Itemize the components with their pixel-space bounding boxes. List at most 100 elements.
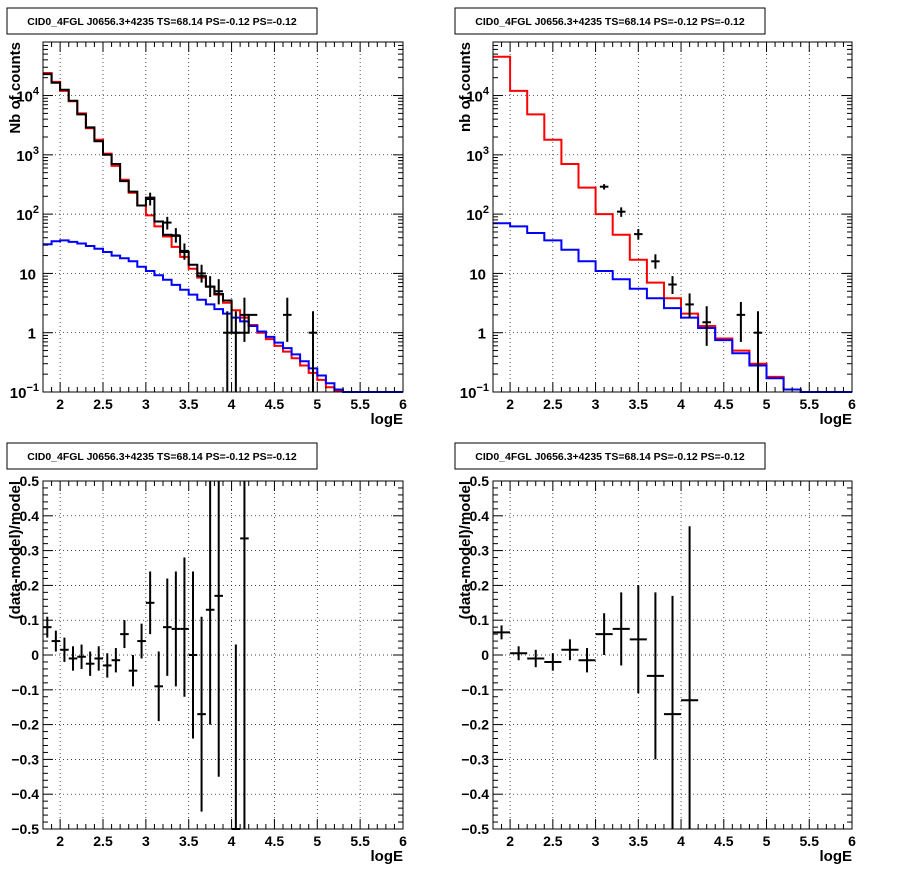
x-axis-label: logE [820,411,853,428]
chart-title-box [6,442,318,470]
x-tick-label: 6 [848,833,856,849]
y-tick-label: 10 [469,266,486,283]
y-tick-label: 0.1 [470,612,490,628]
y-tick-label-exponent: 4 [33,86,40,98]
chart-title-box [454,442,766,470]
y-tick-label: −0.3 [11,751,39,767]
x-axis-label: logE [371,411,404,428]
y-tick-label: 0 [31,647,39,663]
y-axis-label: Nb of counts [7,42,24,134]
histogram-series-1 [493,222,852,393]
y-tick-label: 102 [466,204,489,224]
x-tick-label: 4.5 [714,396,734,412]
y-tick-label: 103 [16,145,39,165]
x-tick-label: 5.5 [350,833,370,849]
y-tick-label: 0.5 [470,473,490,489]
y-tick-label: 0.5 [20,473,40,489]
x-tick-label: 2.5 [543,396,563,412]
y-tick-label: −0.1 [461,682,489,698]
y-tick-label-exponent: 2 [483,204,489,216]
x-tick-label: 5.5 [800,396,820,412]
x-tick-label: 2.5 [543,833,563,849]
chart-panel-spec_right: CID0_4FGL J0656.3+4235 TS=68.14 PS=-0.12… [454,7,856,428]
x-tick-label: 4.5 [265,833,285,849]
chart-panel-resid_left: CID0_4FGL J0656.3+4235 TS=68.14 PS=-0.12… [6,442,407,865]
y-tick-label: −0.5 [11,821,39,837]
y-tick-label: 104 [16,86,40,106]
x-tick-label: 2 [56,396,64,412]
chart-title: CID0_4FGL J0656.3+4235 TS=68.14 PS=-0.12… [475,16,745,28]
x-tick-label: 4 [677,833,685,849]
y-tick-label: −0.1 [11,682,39,698]
y-tick-label-base: 10 [466,89,483,106]
plot-frame [42,41,404,393]
chart-title: CID0_4FGL J0656.3+4235 TS=68.14 PS=-0.12… [27,451,297,463]
y-axis-label: (data-model)/model [457,481,474,619]
x-tick-label: 5 [313,833,321,849]
y-tick-label: 0.3 [20,543,40,559]
y-tick-label: 0.4 [470,508,490,524]
chart-title-box [6,7,318,35]
x-tick-label: 5 [763,833,771,849]
x-tick-label: 3 [142,833,150,849]
x-tick-label: 4 [228,833,236,849]
y-tick-label-exponent: −1 [476,382,489,394]
x-tick-label: 2 [506,396,514,412]
y-tick-label-base: 10 [16,207,33,224]
x-tick-label: 5 [313,396,321,412]
y-tick-label: 0.4 [20,508,40,524]
y-tick-label: 0.2 [20,577,40,593]
chart-panel-resid_right: CID0_4FGL J0656.3+4235 TS=68.14 PS=-0.12… [454,442,856,865]
y-tick-label-base: 10 [466,148,483,165]
histogram-series-0 [43,72,403,393]
y-tick-label: 1 [28,326,36,343]
x-tick-label: 3 [142,396,150,412]
y-tick-label: −0.5 [461,821,489,837]
x-tick-label: 2.5 [93,396,113,412]
y-axis-label: nb of counts [457,42,474,132]
y-tick-label: −0.3 [461,751,489,767]
y-tick-label: −0.4 [461,786,489,802]
x-tick-label: 3.5 [179,396,199,412]
y-tick-label-base: 10 [10,385,27,402]
y-tick-label: 10−1 [10,382,39,402]
x-tick-label: 6 [399,396,407,412]
y-tick-label: 102 [16,204,39,224]
x-axis-label: logE [820,848,853,865]
y-tick-label: 1 [478,326,486,343]
y-tick-label: 0 [481,647,489,663]
plot-frame [492,41,853,393]
chart-title: CID0_4FGL J0656.3+4235 TS=68.14 PS=-0.12… [475,451,745,463]
y-tick-label-exponent: 3 [483,145,489,157]
y-tick-label: −0.2 [461,717,489,733]
y-axis-label: (data-model)/model [7,481,24,619]
x-tick-label: 5 [763,396,771,412]
x-tick-label: 3.5 [629,396,649,412]
y-tick-label: −0.2 [11,717,39,733]
x-tick-label: 6 [399,833,407,849]
chart-title-box [454,7,766,35]
x-tick-label: 3.5 [629,833,649,849]
y-tick-label: 0.3 [470,543,490,559]
x-tick-label: 5.5 [800,833,820,849]
y-tick-label: 103 [466,145,489,165]
y-tick-label: 0.2 [470,577,490,593]
histogram-series-1 [43,239,403,393]
y-tick-label-exponent: 4 [483,86,490,98]
y-tick-label: 0.1 [20,612,40,628]
y-tick-label-base: 10 [460,385,477,402]
x-tick-label: 2.5 [93,833,113,849]
x-tick-label: 5.5 [350,396,370,412]
x-tick-label: 3.5 [179,833,199,849]
chart-panel-spec_left: CID0_4FGL J0656.3+4235 TS=68.14 PS=-0.12… [6,7,407,428]
x-axis-label: logE [371,848,404,865]
chart-title: CID0_4FGL J0656.3+4235 TS=68.14 PS=-0.12… [27,16,297,28]
x-tick-label: 4 [228,396,236,412]
x-tick-label: 4.5 [714,833,734,849]
y-tick-label-base: 10 [466,207,483,224]
y-tick-label-exponent: 2 [33,204,39,216]
y-tick-label: 10 [19,266,36,283]
y-tick-label: 10−1 [460,382,489,402]
